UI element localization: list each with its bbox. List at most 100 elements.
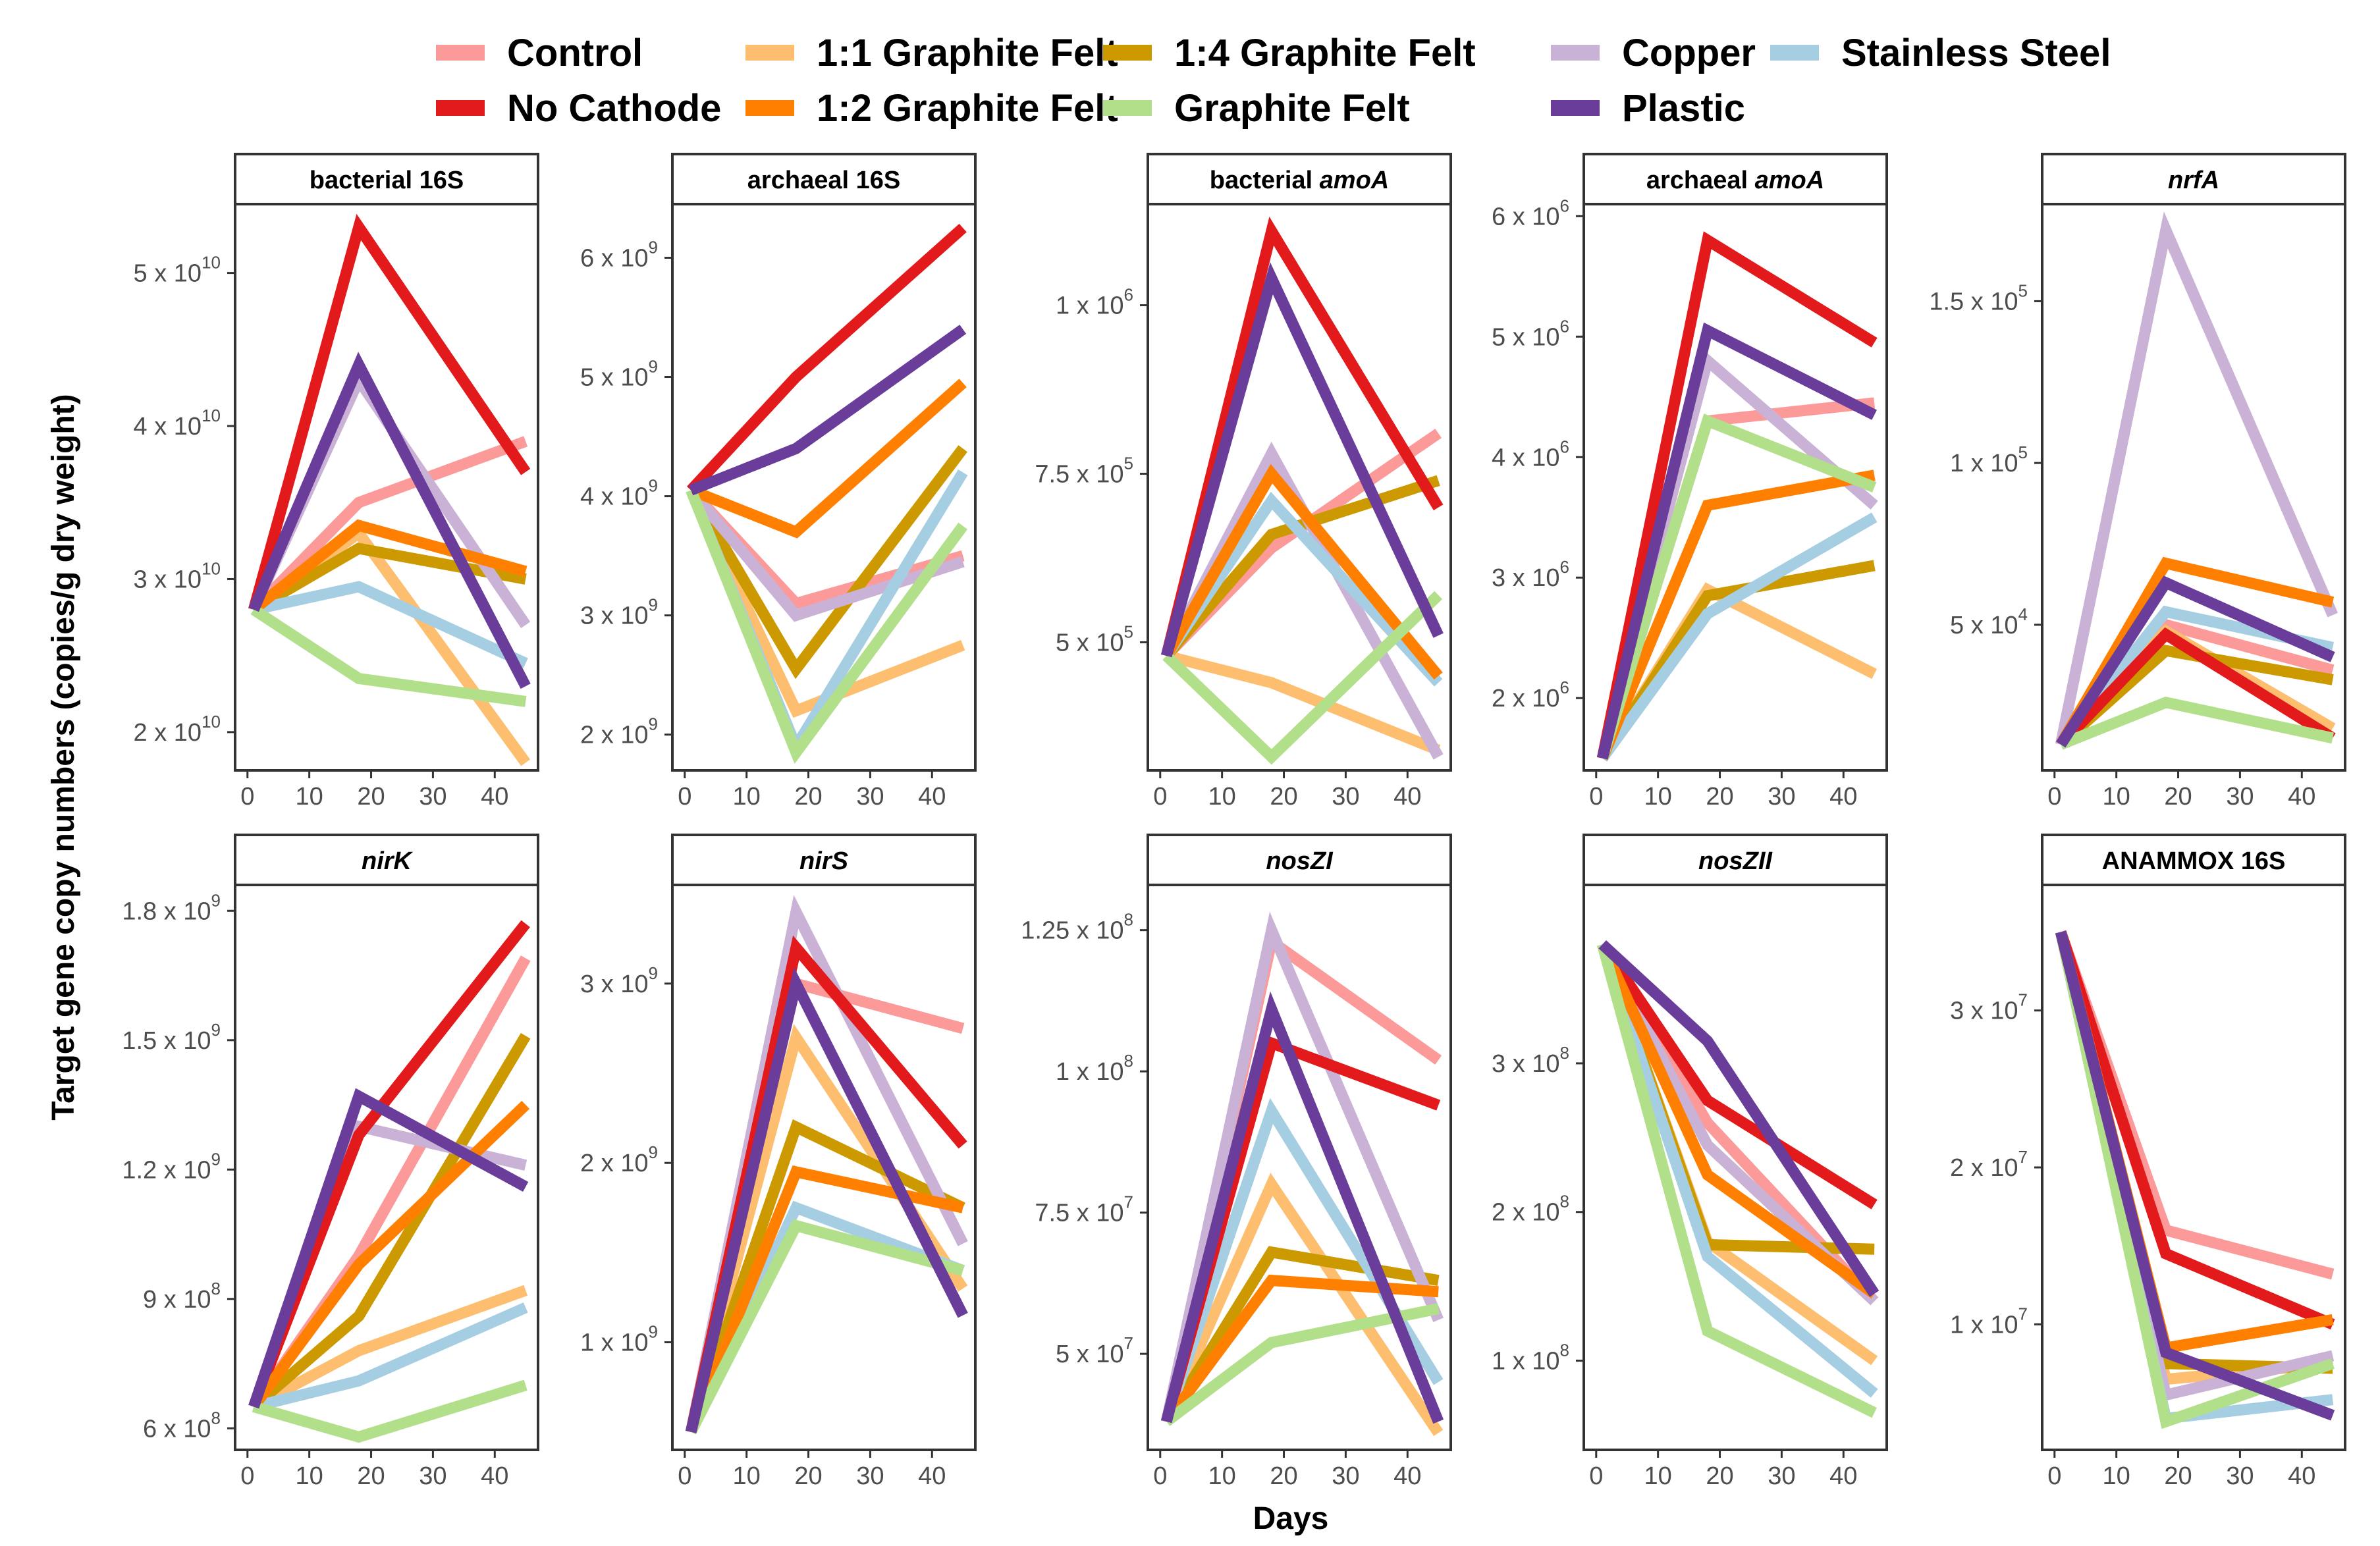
legend-label-graphite-felt: Graphite Felt	[1174, 87, 1410, 130]
x-tick-label: 40	[481, 1462, 508, 1490]
series-line-plastic	[248, 352, 531, 689]
series-line-graphite-felt	[1162, 591, 1443, 765]
x-tick-label: 10	[296, 783, 323, 811]
legend-label-stainless-steel: Stainless Steel	[1841, 32, 2111, 74]
series-line-no-cathode	[248, 213, 531, 612]
x-tick-label: 0	[1153, 783, 1167, 811]
strip-title: bacterial 16S	[310, 167, 464, 194]
x-tick-label: 40	[918, 783, 946, 811]
legend-key-copper	[1551, 45, 1600, 61]
x-tick-label: 40	[1829, 783, 1857, 811]
series-line-stainless-steel	[1597, 942, 1878, 1398]
series-line-plastic	[2056, 575, 2335, 748]
legend-key-no-cathode	[436, 100, 485, 116]
series-line-graphite-felt	[1597, 413, 1877, 760]
legend-key-stainless-steel	[1770, 45, 1819, 61]
series-lines	[2055, 930, 2335, 1429]
x-tick-label: 10	[2103, 1462, 2130, 1490]
series-lines	[1160, 217, 1444, 765]
series-line-graphite-felt	[1163, 1303, 1440, 1426]
legend: Control 1:1 Graphite Felt 1:4 Graphite Fel…	[436, 32, 2111, 130]
series-line-1-4-graphite-felt	[1162, 475, 1440, 660]
y-tick-label: 3 x 108	[1492, 1043, 1569, 1078]
series-line-1-2-graphite-felt	[689, 379, 967, 539]
series-line-plastic	[1160, 991, 1444, 1424]
x-tick-label: 30	[1768, 1462, 1795, 1490]
series-line-stainless-steel	[252, 1302, 528, 1412]
y-tick-label: 3 x 109	[580, 963, 658, 998]
y-tick-label: 1 x 108	[1492, 1341, 1569, 1375]
y-tick-label: 5 x 109	[580, 357, 658, 392]
y-tick-label: 5 x 107	[1056, 1333, 1133, 1368]
legend-key-control	[436, 45, 485, 61]
panel-archaeal-16s: archaeal 16S 0 10 20 30 40 2 x 109 3 x 109 4 x 1…	[580, 153, 977, 811]
y-tick-label: 5 x 106	[1492, 316, 1569, 351]
legend-label-no-cathode: No Cathode	[507, 87, 721, 130]
strip-title: nosZI	[1266, 847, 1334, 875]
strip-title: nrfA	[2168, 167, 2219, 194]
series-line-plastic	[1161, 262, 1444, 658]
panel-archaeal-amoa: archaeal amoA 0 10 20 30 40 2 x 106 3 x 106 4 x …	[1492, 153, 1888, 811]
y-tick-label: 4 x 109	[580, 476, 658, 511]
x-tick-label: 20	[2164, 783, 2192, 811]
x-tick-label: 30	[856, 1462, 884, 1490]
series-line-1-4-graphite-felt	[686, 445, 967, 680]
x-tick-label: 30	[1332, 783, 1359, 811]
x-tick-label: 40	[1829, 1462, 1857, 1490]
panel-frame	[2041, 884, 2346, 1451]
legend-label-copper: Copper	[1622, 32, 1756, 74]
strip-header	[1147, 153, 1452, 205]
series-line-plastic	[248, 1088, 529, 1409]
y-axis-title: Target gene copy numbers (copies/g dry w…	[46, 394, 81, 1120]
panels: bacterial 16S 0 10 20 30 40 2 x 1010 3 x 1010 4 …	[122, 153, 2346, 1490]
strip-title: bacterial amoA	[1210, 167, 1389, 194]
y-tick-label: 4 x 106	[1492, 437, 1569, 471]
x-tick-label: 20	[357, 783, 385, 811]
legend-key-plastic	[1551, 100, 1600, 116]
series-line-control	[250, 436, 528, 614]
x-tick-label: 40	[2288, 783, 2315, 811]
series-line-graphite-felt	[250, 604, 527, 707]
y-tick-label: 3 x 107	[1950, 990, 2028, 1025]
x-tick-label: 0	[240, 783, 254, 811]
x-tick-label: 30	[1332, 1462, 1359, 1490]
y-tick-label: 1.5 x 105	[1929, 280, 2028, 315]
series-line-graphite-felt	[252, 1379, 527, 1443]
y-tick-label: 5 x 1010	[134, 253, 221, 288]
x-tick-label: 20	[357, 1462, 385, 1490]
legend-key-1-4-graphite-felt	[1103, 45, 1152, 61]
series-line-1-1-graphite-felt	[1161, 1173, 1444, 1437]
y-tick-label: 1.2 x 109	[122, 1149, 221, 1184]
legend-key-graphite-felt	[1103, 100, 1152, 116]
series-lines	[1160, 911, 1444, 1437]
y-tick-label: 7.5 x 107	[1035, 1192, 1133, 1227]
x-tick-label: 40	[918, 1462, 946, 1490]
y-tick-label: 1.5 x 109	[122, 1020, 221, 1055]
panel-frame	[671, 203, 977, 772]
series-line-no-cathode	[1598, 941, 1878, 1210]
legend-label-1-1-graphite-felt: 1:1 Graphite Felt	[817, 32, 1118, 74]
series-lines	[248, 213, 531, 766]
panel-noszii: nosZII 0 10 20 30 40 1 x 108 2 x 108 3 x 108	[1492, 834, 1888, 1490]
y-tick-label: 1 x 108	[1056, 1051, 1133, 1086]
panel-nirs: nirS 0 10 20 30 40 1 x 109 2 x 109 3 x 109	[580, 834, 977, 1490]
x-tick-label: 40	[1393, 783, 1421, 811]
series-line-1-2-graphite-felt	[250, 519, 527, 614]
y-tick-label: 6 x 108	[143, 1408, 221, 1443]
y-tick-label: 1 x 105	[1950, 442, 2028, 477]
x-tick-label: 10	[733, 783, 761, 811]
series-line-graphite-felt	[686, 488, 968, 764]
series-line-plastic	[685, 967, 968, 1433]
x-tick-label: 40	[2288, 1462, 2315, 1490]
x-tick-label: 10	[733, 1462, 761, 1490]
x-tick-label: 30	[419, 783, 446, 811]
y-tick-label: 9 x 108	[143, 1279, 221, 1314]
panel-nrfa: nrfA 0 10 20 30 40 5 x 104 1 x 105 1.5 x 105	[1929, 153, 2346, 811]
y-tick-label: 6 x 106	[1492, 196, 1569, 230]
x-tick-label: 0	[1589, 783, 1603, 811]
strip-title: nirS	[799, 847, 848, 875]
panel-nirk: nirK 0 10 20 30 40 6 x 108 9 x 108 1.2 x 109 1.5 …	[122, 834, 539, 1490]
series-line-plastic	[2055, 930, 2335, 1421]
series-line-graphite-felt	[686, 1219, 965, 1435]
